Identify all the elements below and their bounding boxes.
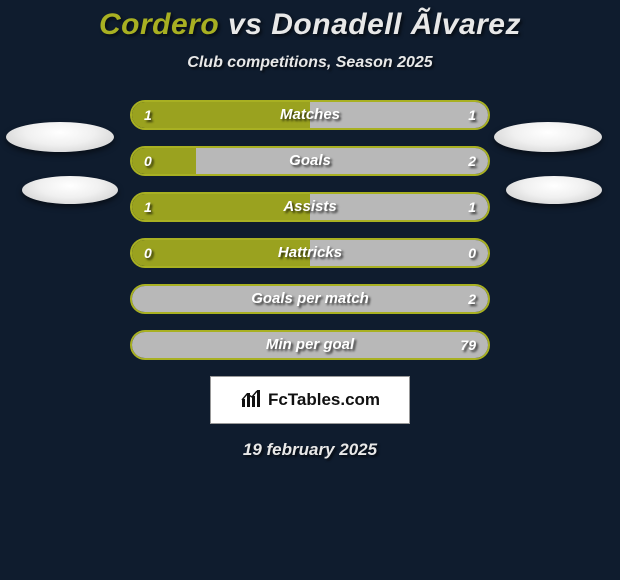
comparison-card: Cordero vs Donadell Ãlvarez Club competi… (0, 0, 620, 460)
subtitle: Club competitions, Season 2025 (0, 54, 620, 72)
title-player2: Donadell Ãlvarez (271, 8, 521, 41)
stat-row: 02Goals (130, 146, 490, 176)
stat-row: 79Min per goal (130, 330, 490, 360)
decorative-ellipse (22, 176, 118, 204)
stat-row: 2Goals per match (130, 284, 490, 314)
title: Cordero vs Donadell Ãlvarez (0, 8, 620, 42)
stat-label: Matches (132, 102, 488, 128)
decorative-ellipse (6, 122, 114, 152)
branding-badge: FcTables.com (210, 376, 410, 424)
decorative-ellipse (506, 176, 602, 204)
stat-row: 00Hattricks (130, 238, 490, 268)
stat-label: Goals per match (132, 286, 488, 312)
stat-label: Goals (132, 148, 488, 174)
stat-label: Hattricks (132, 240, 488, 266)
stat-label: Assists (132, 194, 488, 220)
title-player1: Cordero (99, 8, 219, 41)
stat-label: Min per goal (132, 332, 488, 358)
decorative-ellipse (494, 122, 602, 152)
bar-chart-icon (240, 387, 262, 414)
title-vs: vs (228, 8, 262, 41)
stat-row: 11Assists (130, 192, 490, 222)
branding-text: FcTables.com (268, 390, 380, 410)
stats-block: 11Matches 02Goals 11Assists 00Hattricks 2Goa… (130, 100, 490, 360)
stat-row: 11Matches (130, 100, 490, 130)
date-label: 19 february 2025 (0, 440, 620, 460)
